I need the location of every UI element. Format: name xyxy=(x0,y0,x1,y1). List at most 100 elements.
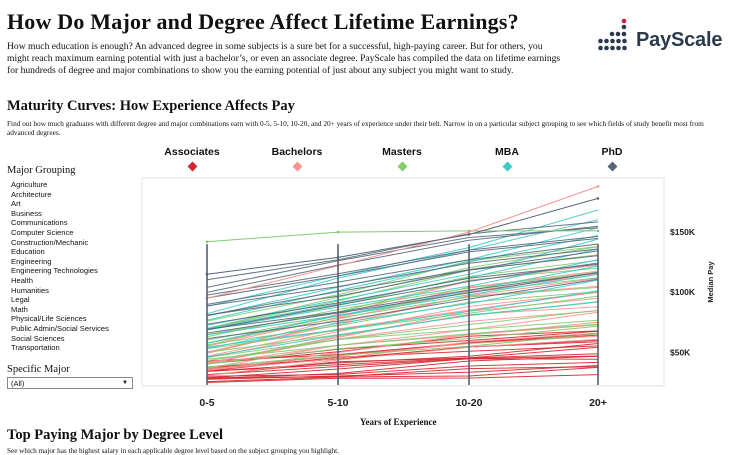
major-grouping-item[interactable]: Math xyxy=(11,304,28,314)
legend-item-masters[interactable]: Masters xyxy=(357,146,447,172)
x-tick-label: 0-5 xyxy=(199,397,214,409)
specific-major-value: (All) xyxy=(11,379,25,388)
data-point xyxy=(596,197,600,200)
specific-major-title: Specific Major xyxy=(7,364,70,375)
major-grouping-item[interactable]: Computer Science xyxy=(11,227,74,237)
major-grouping-title: Major Grouping xyxy=(7,165,76,176)
maturity-description: Find out how much graduates with differe… xyxy=(7,119,704,138)
series-line-associates xyxy=(206,366,599,383)
y-axis-title: Median Pay xyxy=(706,261,715,303)
top-paying-description: See which major has the highest salary i… xyxy=(7,447,339,455)
major-grouping-item[interactable]: Engineering xyxy=(11,256,52,266)
x-tick-label: 10-20 xyxy=(456,397,483,409)
major-grouping-item[interactable]: Humanities xyxy=(11,285,49,295)
x-tick-label: 5-10 xyxy=(327,397,348,409)
series-line-masters xyxy=(206,333,599,368)
intro-text: How much education is enough? An advance… xyxy=(7,41,561,77)
series-line-associates xyxy=(206,366,599,379)
series-line-bachelors xyxy=(206,292,599,359)
major-grouping-item[interactable]: Architecture xyxy=(11,189,52,199)
logo-text: PayScale xyxy=(636,29,723,51)
series-line-masters xyxy=(206,230,598,243)
series-line-associates xyxy=(206,361,599,377)
legend-item-bachelors[interactable]: Bachelors xyxy=(252,146,342,172)
x-axis-title: Years of Experience xyxy=(360,417,437,427)
major-grouping-item[interactable]: Physical/Life Sciences xyxy=(11,314,87,324)
series-line-bachelors xyxy=(206,311,599,365)
legend-label: PhD xyxy=(601,146,623,158)
series-line-bachelors xyxy=(206,332,599,371)
maturity-heading: Maturity Curves: How Experience Affects … xyxy=(7,98,295,114)
legend-label: Associates xyxy=(164,146,220,158)
series-line-mba xyxy=(206,279,599,349)
major-grouping-item[interactable]: Engineering Technologies xyxy=(11,266,98,276)
major-grouping-item[interactable]: Art xyxy=(11,199,21,209)
series-line-phd xyxy=(206,225,599,293)
major-grouping-item[interactable]: Transportation xyxy=(11,343,60,353)
data-point xyxy=(596,185,600,188)
series-line-masters xyxy=(206,323,599,360)
data-point xyxy=(596,229,600,233)
major-grouping-item[interactable]: Health xyxy=(11,275,33,285)
major-grouping-item[interactable]: Communications xyxy=(11,218,68,228)
major-grouping-item[interactable]: Public Admin/Social Services xyxy=(11,323,109,333)
series-line-bachelors xyxy=(206,185,599,299)
series-line-phd xyxy=(206,237,599,299)
legend-item-associates[interactable]: Associates xyxy=(147,146,237,172)
y-tick-label: $50K xyxy=(670,347,691,357)
major-grouping-item[interactable]: Social Sciences xyxy=(11,333,65,343)
series-line-phd xyxy=(206,262,599,331)
series-line-phd xyxy=(206,272,599,330)
series-line-mba xyxy=(206,259,599,331)
series-line-bachelors xyxy=(206,310,599,364)
legend-label: Masters xyxy=(382,146,422,158)
series-line-mba xyxy=(206,301,599,358)
dropdown-arrow-icon: ▼ xyxy=(122,380,128,386)
data-point xyxy=(205,240,209,243)
series-line-phd xyxy=(206,278,599,340)
series-line-associates xyxy=(206,343,599,372)
series-line-mba xyxy=(206,290,599,348)
major-grouping-item[interactable]: Education xyxy=(11,247,45,257)
major-grouping-list: Agriculture Architecture Art Business Commun… xyxy=(11,180,109,353)
data-point xyxy=(336,230,340,234)
legend-label: MBA xyxy=(495,146,519,158)
series-line-phd xyxy=(206,263,599,325)
series-line-bachelors xyxy=(206,338,599,377)
payscale-logo[interactable]: PayScale xyxy=(598,17,728,61)
legend-item-phd[interactable]: PhD xyxy=(567,146,657,172)
series-line-masters xyxy=(206,246,599,322)
y-tick-label: $100K xyxy=(670,287,696,297)
series-line-masters xyxy=(206,295,599,350)
x-tick-label: 20+ xyxy=(589,397,607,409)
series-line-associates xyxy=(206,358,599,379)
series-line-masters xyxy=(206,325,599,365)
legend-label: Bachelors xyxy=(271,146,323,158)
major-grouping-item[interactable]: Legal xyxy=(11,295,30,305)
series-line-phd xyxy=(206,221,599,281)
major-grouping-item[interactable]: Business xyxy=(11,208,42,218)
series-line-masters xyxy=(206,291,599,346)
series-line-phd xyxy=(206,255,599,316)
major-grouping-item[interactable]: Construction/Mechanic xyxy=(11,237,89,247)
series-line-phd xyxy=(206,271,599,334)
y-tick-label: $150K xyxy=(670,227,696,237)
payscale-logo-icon xyxy=(598,18,627,51)
specific-major-dropdown[interactable]: (All) ▼ xyxy=(7,377,133,389)
series-line-phd xyxy=(206,197,599,275)
top-paying-heading: Top Paying Major by Degree Level xyxy=(7,427,224,443)
series-line-bachelors xyxy=(206,270,599,347)
series-line-associates xyxy=(206,374,599,383)
series-line-phd xyxy=(206,243,599,305)
data-point xyxy=(467,230,471,234)
page-title: How Do Major and Degree Affect Lifetime … xyxy=(7,9,519,34)
series-line-phd xyxy=(206,250,599,316)
series-line-phd xyxy=(206,248,599,307)
major-grouping-item[interactable]: Agriculture xyxy=(11,180,48,189)
legend-item-mba[interactable]: MBA xyxy=(462,146,552,172)
series-line-phd xyxy=(206,236,599,296)
series-line-associates xyxy=(206,355,599,376)
data-point xyxy=(467,233,471,236)
series-line-masters xyxy=(206,319,599,362)
